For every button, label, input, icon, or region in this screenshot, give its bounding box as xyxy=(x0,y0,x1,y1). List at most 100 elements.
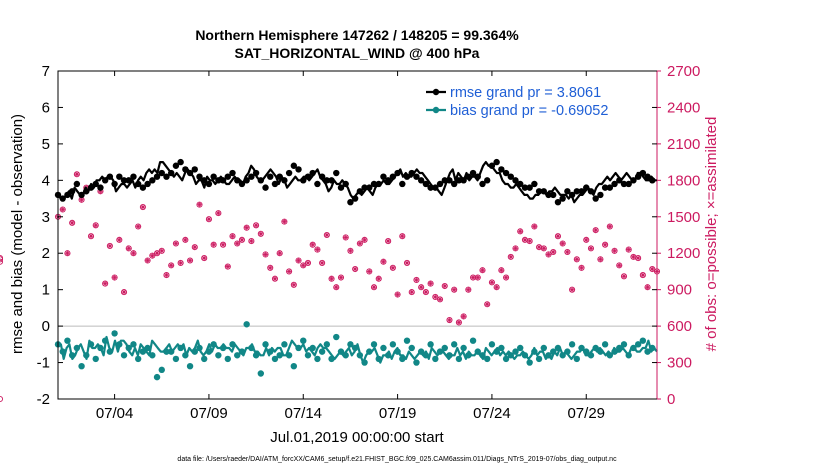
obs-assimilated-marker xyxy=(404,260,410,266)
obs-assimilated-marker xyxy=(461,313,467,319)
bias-marker xyxy=(408,344,415,352)
bias-marker xyxy=(238,348,246,355)
rmse-marker xyxy=(408,169,415,177)
y-tick-label-left: -2 xyxy=(37,391,50,408)
obs-possible-marker xyxy=(337,274,345,281)
obs-assimilated-marker xyxy=(456,320,462,325)
bias-marker xyxy=(191,348,198,355)
bias-marker xyxy=(201,355,208,363)
obs-assimilated-marker xyxy=(333,284,339,290)
rmse-marker xyxy=(271,180,279,188)
bias-marker xyxy=(144,344,151,352)
rmse-marker xyxy=(484,177,491,184)
obs-possible-marker xyxy=(611,247,618,254)
obs-possible-marker xyxy=(0,255,4,262)
obs-assimilated-marker xyxy=(522,237,528,243)
bias-marker xyxy=(427,341,434,348)
obs-assimilated-marker xyxy=(121,289,127,295)
rmse-marker xyxy=(601,184,609,191)
obs-assimilated-marker xyxy=(248,238,254,244)
obs-possible-marker xyxy=(120,289,128,296)
obs-assimilated-marker xyxy=(168,262,174,268)
bias-marker xyxy=(73,344,81,352)
bias-marker xyxy=(186,363,194,370)
bias-marker xyxy=(285,352,293,359)
obs-possible-marker xyxy=(488,279,495,286)
x-tick-label: 07/19 xyxy=(379,405,417,422)
rmse-marker xyxy=(389,173,397,180)
obs-assimilated-marker xyxy=(409,289,415,295)
rmse-marker xyxy=(606,184,614,191)
rmse-marker xyxy=(540,188,548,195)
obs-assimilated-marker xyxy=(555,233,561,239)
rmse-marker xyxy=(153,173,161,180)
bias-marker xyxy=(403,337,411,344)
rmse-marker xyxy=(167,169,175,177)
obs-assimilated-marker xyxy=(418,284,424,290)
obs-possible-marker xyxy=(257,230,264,237)
bias-marker xyxy=(630,344,637,352)
y-tick-label-left: 3 xyxy=(42,209,50,226)
bias-marker xyxy=(620,341,628,348)
bias-marker xyxy=(314,355,321,363)
bias-marker xyxy=(78,363,85,370)
rmse-marker xyxy=(441,177,448,184)
rmse-marker xyxy=(224,173,231,180)
bias-marker xyxy=(149,352,156,359)
bias-marker xyxy=(276,352,283,359)
obs-possible-marker xyxy=(309,241,316,248)
rmse-marker xyxy=(97,184,104,191)
obs-possible-marker xyxy=(135,223,142,230)
rmse-marker xyxy=(125,177,132,184)
chart-title-line2: SAT_HORIZONTAL_WIND @ 400 hPa xyxy=(235,45,480,61)
y-tick-label-right: 600 xyxy=(667,318,692,335)
chart-title-line1: Northern Hemisphere 147262 / 148205 = 99… xyxy=(195,27,519,43)
obs-assimilated-marker xyxy=(310,242,316,248)
rmse-marker xyxy=(276,173,283,180)
y-axis-label-left: rmse and bias (model - observation) xyxy=(9,114,26,354)
obs-assimilated-marker xyxy=(508,254,514,260)
rmse-marker xyxy=(559,195,566,202)
rmse-marker xyxy=(399,180,406,188)
bias-marker xyxy=(460,344,467,352)
bias-marker xyxy=(498,344,505,352)
obs-assimilated-marker xyxy=(517,228,523,234)
y-tick-label-right: 300 xyxy=(667,355,692,372)
obs-possible-marker xyxy=(503,274,510,281)
bias-marker xyxy=(540,344,548,352)
rmse-marker xyxy=(92,180,99,188)
obs-assimilated-marker xyxy=(149,253,155,259)
bias-marker xyxy=(323,341,331,348)
obs-assimilated-marker xyxy=(489,279,495,285)
bias-marker xyxy=(158,366,165,374)
obs-assimilated-marker xyxy=(206,216,212,222)
obs-assimilated-marker xyxy=(225,264,231,269)
rmse-marker xyxy=(229,169,236,177)
bias-marker xyxy=(215,352,222,359)
obs-possible-marker xyxy=(342,234,349,241)
rmse-marker xyxy=(243,177,250,184)
bias-marker xyxy=(351,344,359,352)
obs-assimilated-marker xyxy=(371,284,377,290)
obs-assimilated-marker xyxy=(612,248,617,254)
obs-possible-marker xyxy=(644,284,651,291)
obs-possible-marker xyxy=(248,238,255,245)
obs-assimilated-marker xyxy=(432,294,438,300)
bias-marker xyxy=(318,348,326,355)
obs-assimilated-marker xyxy=(385,238,391,244)
obs-possible-marker xyxy=(451,286,458,293)
rmse-marker xyxy=(370,180,378,188)
rmse-marker xyxy=(545,191,552,199)
obs-possible-marker xyxy=(380,258,387,265)
y-tick-label-right: 2700 xyxy=(667,63,700,80)
obs-possible-marker xyxy=(578,264,585,271)
rmse-marker xyxy=(134,180,142,188)
obs-assimilated-marker xyxy=(201,255,207,261)
obs-assimilated-marker xyxy=(527,238,533,244)
obs-assimilated-marker xyxy=(583,237,589,243)
obs-possible-marker xyxy=(583,236,590,243)
obs-assimilated-marker xyxy=(395,292,400,297)
obs-assimilated-marker xyxy=(645,284,650,290)
bias-marker xyxy=(649,344,656,352)
rmse-marker xyxy=(507,173,514,180)
